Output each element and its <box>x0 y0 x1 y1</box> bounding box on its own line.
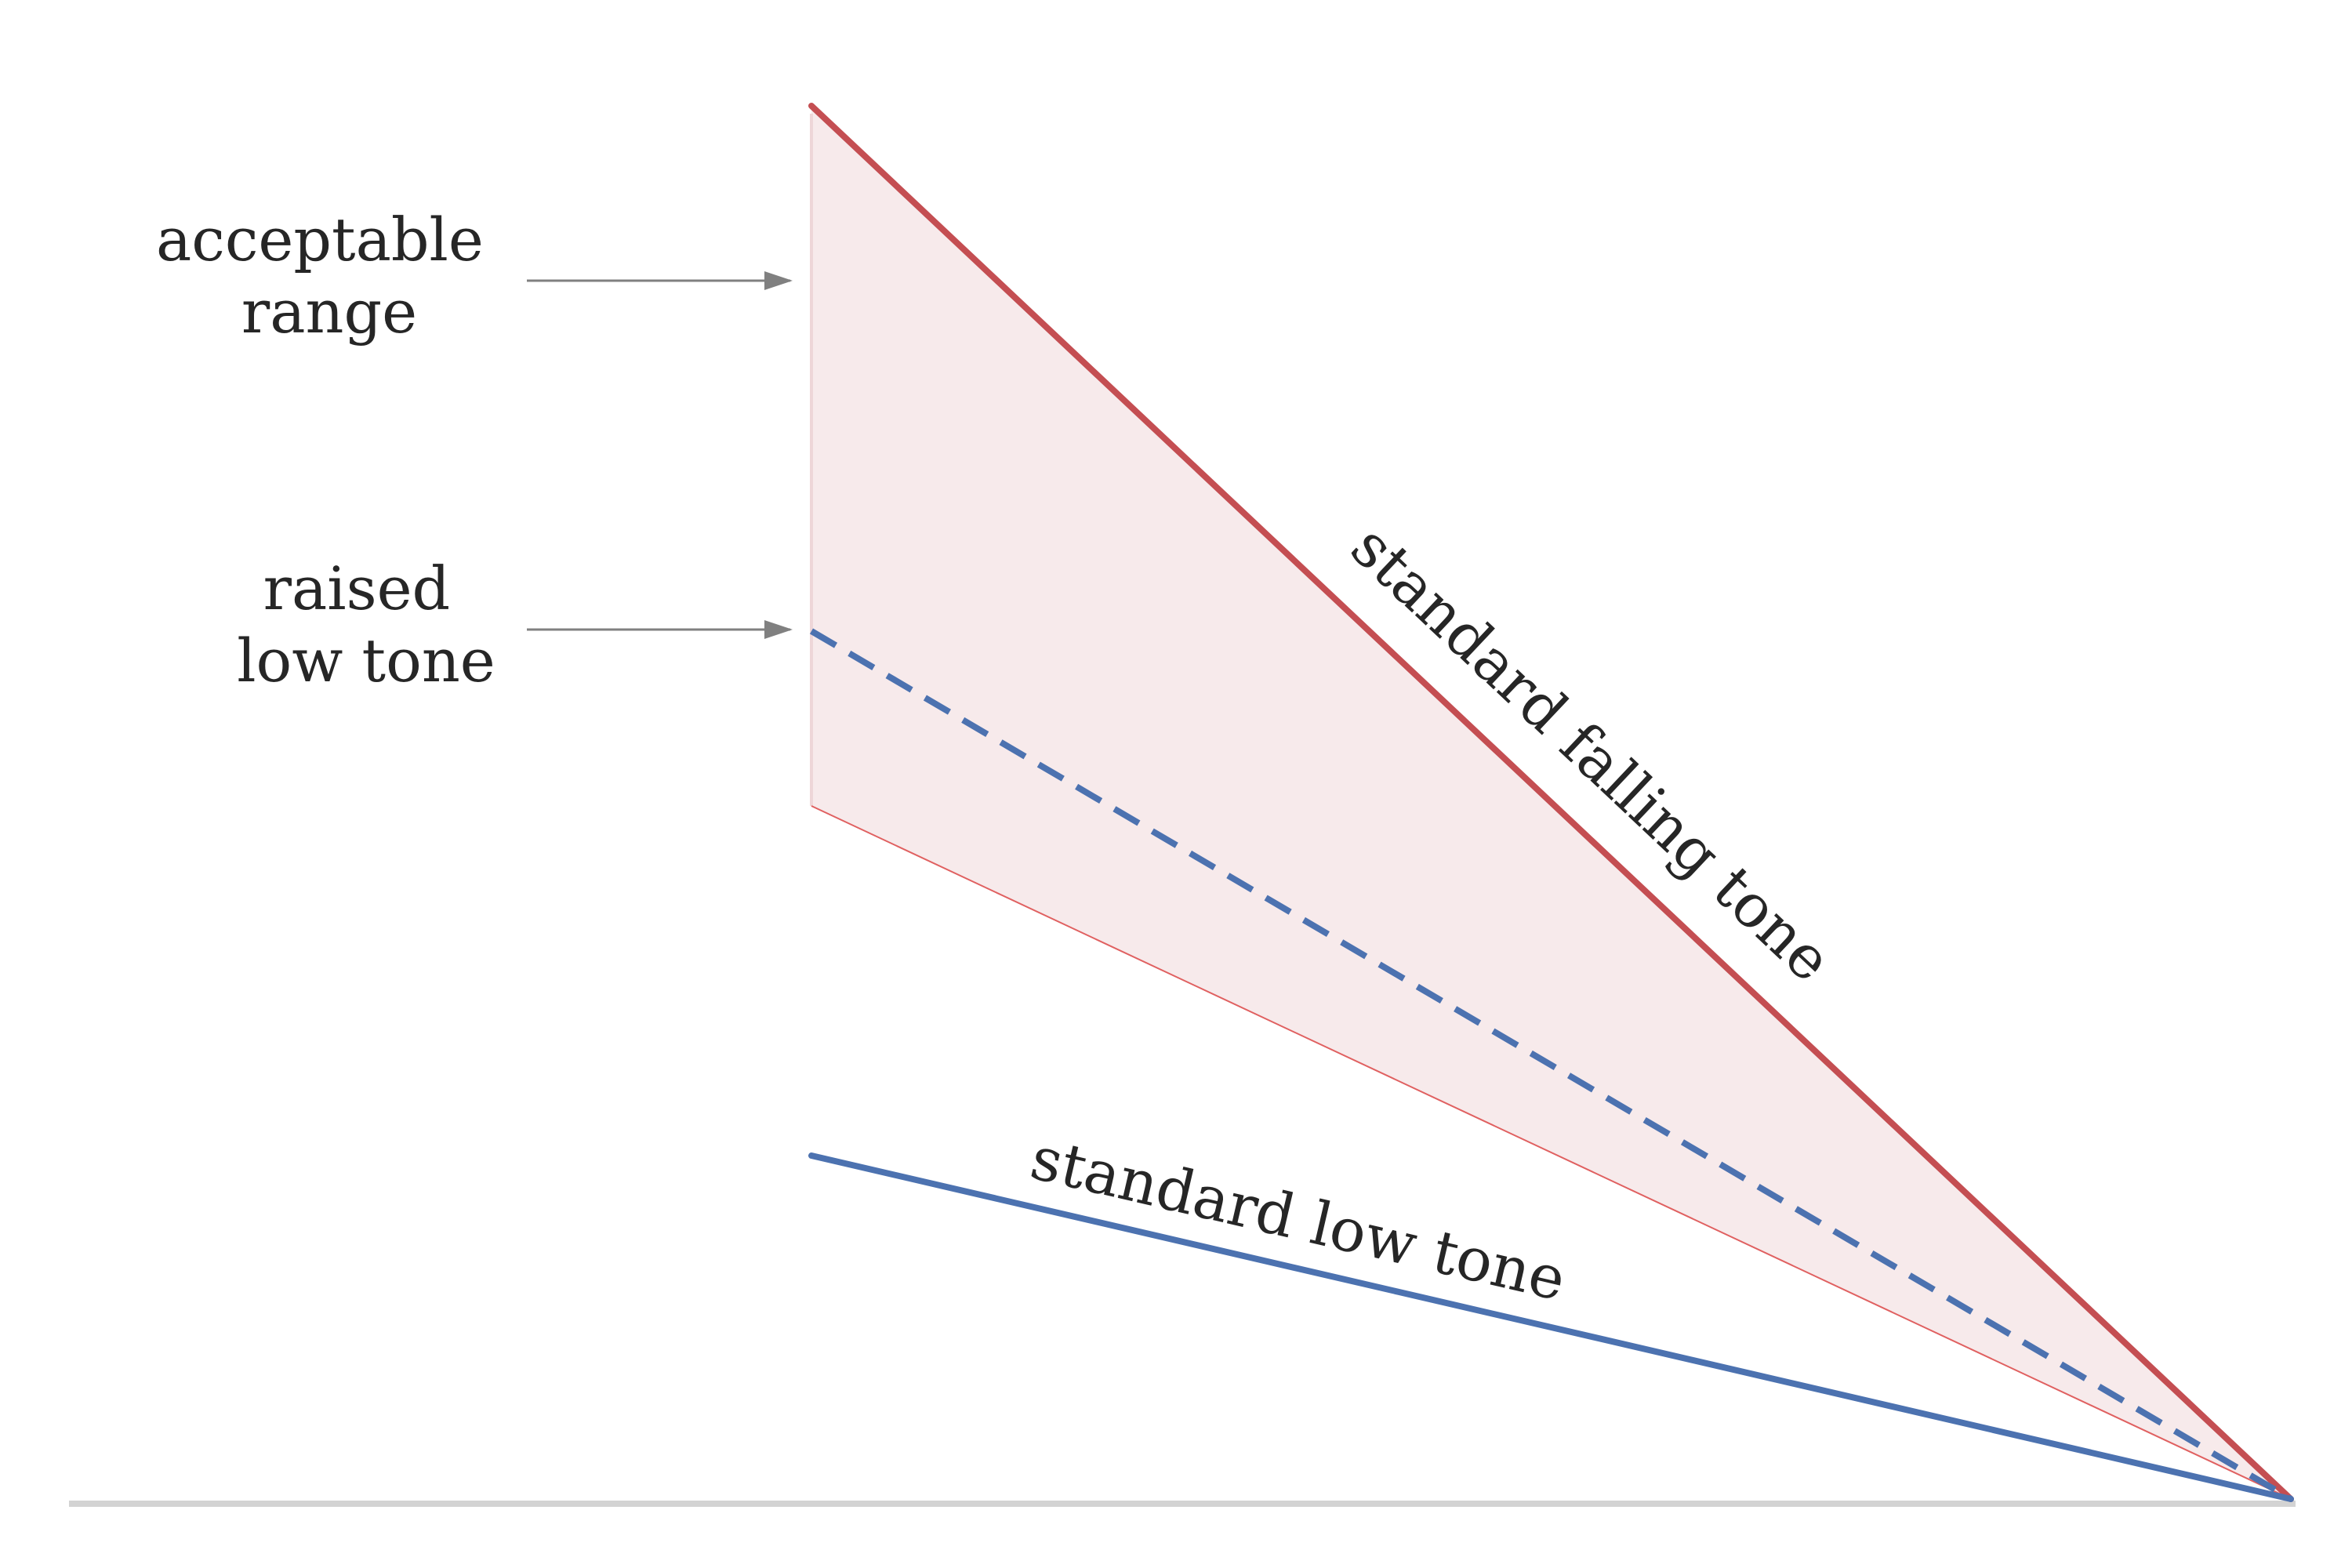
acceptable-range-label-line-1: acceptable <box>156 205 484 274</box>
acceptable-range-lower-edge <box>811 805 2292 1500</box>
standard-low-tone-label: standard low tone <box>1025 1123 1572 1315</box>
raised-low-tone-label-line-1: raised <box>263 554 451 623</box>
standard-falling-tone-line <box>808 103 2294 1502</box>
acceptable-range-label-line-2: range <box>241 277 417 347</box>
raised-low-tone-line <box>809 628 2293 1502</box>
acceptable-range-label: acceptable range <box>156 205 503 347</box>
standard-low-tone-line <box>808 1152 2294 1502</box>
raised-low-tone-label-line-2: low tone <box>237 626 495 695</box>
raised-low-tone-label: raised low tone <box>237 554 495 695</box>
